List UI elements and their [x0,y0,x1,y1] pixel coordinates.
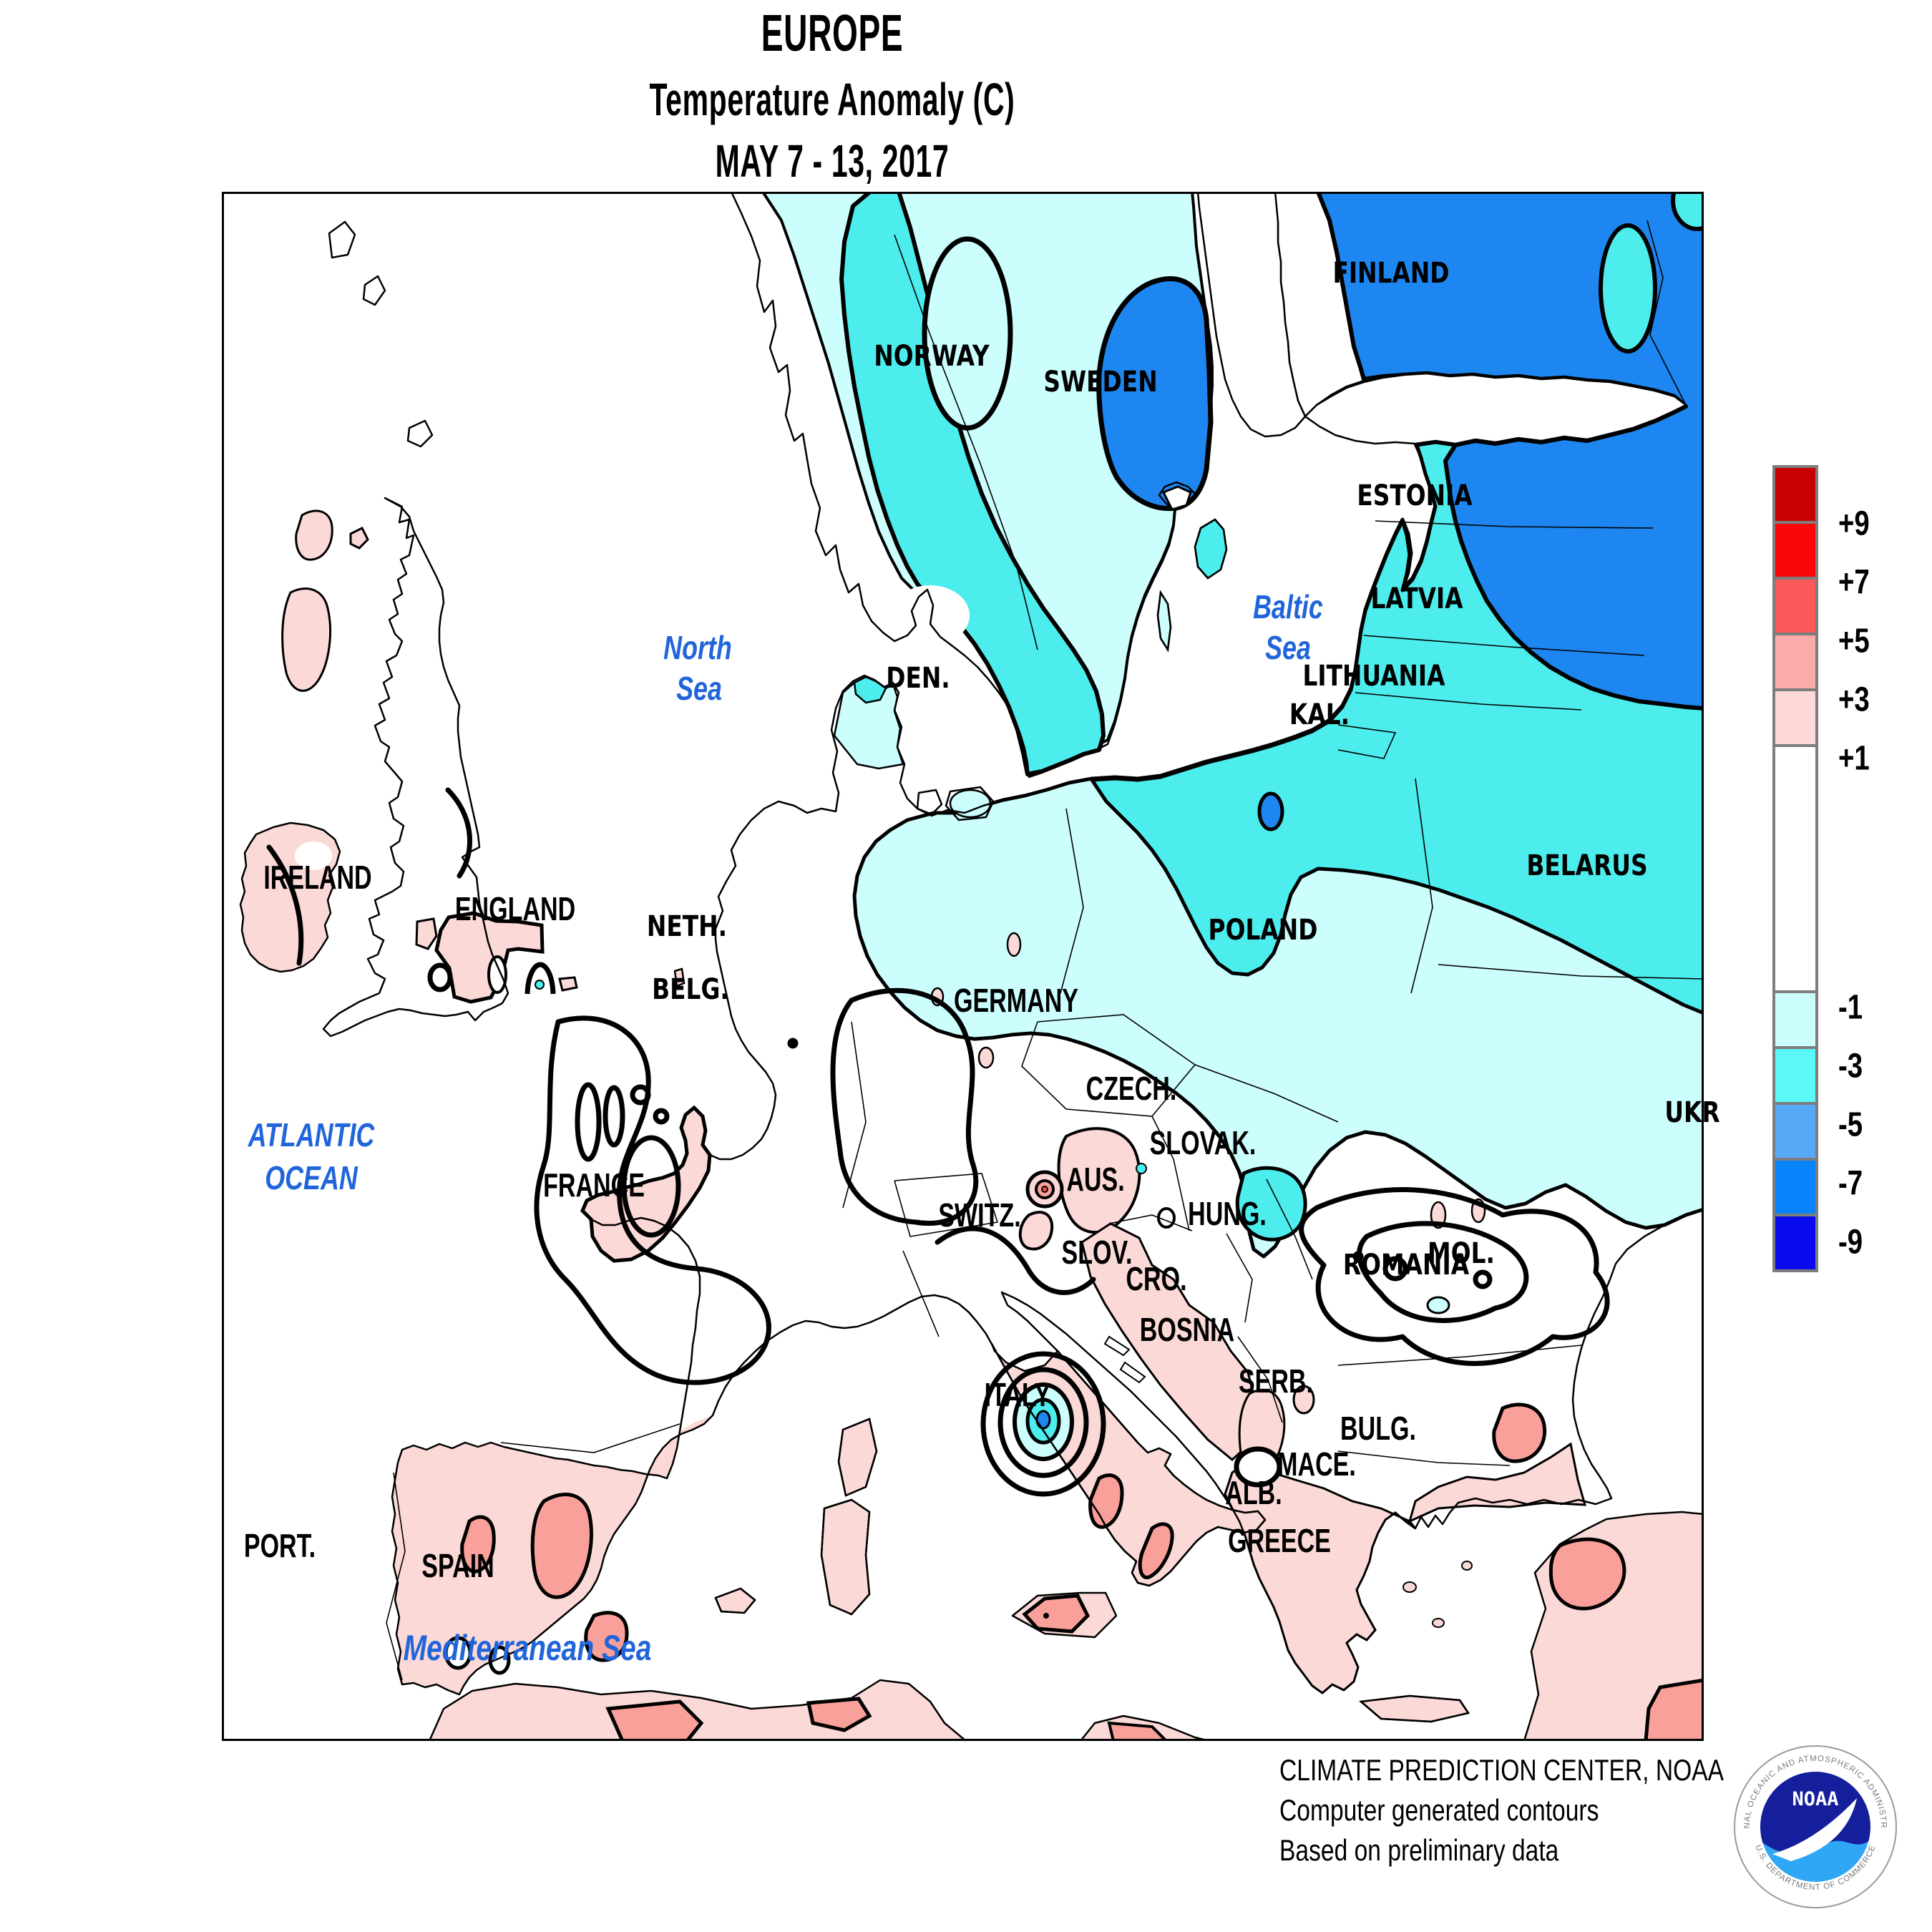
legend-color-box-6 [1772,990,1818,1049]
legend-label-+1: +1 [1838,739,1870,778]
credit-line-1: CLIMATE PREDICTION CENTER, NOAA [1279,1753,1724,1787]
legend-label--7: -7 [1838,1164,1863,1203]
legend-color-box-5 [1772,744,1818,993]
legend-label--1: -1 [1838,988,1863,1027]
legend-label--5: -5 [1838,1106,1863,1144]
legend-label-+5: +5 [1838,622,1870,660]
page-subtitle: Temperature Anomaly (C) [649,74,1015,125]
legend-color-box-9 [1772,1158,1818,1216]
legend-label--9: -9 [1838,1223,1863,1262]
logo-emblem [1760,1772,1870,1882]
map-canvas [222,192,1704,1741]
page-title: EUROPE [761,5,904,62]
legend-color-box-0 [1772,465,1818,524]
credits-block: CLIMATE PREDICTION CENTER, NOAA Computer… [1279,1750,1835,1870]
legend-color-box-8 [1772,1102,1818,1161]
europe-anomaly-map: NORWAY SWEDEN FINLAND ESTONIA LATVIA LITHUANI… [222,192,1720,1741]
map-border [222,192,1704,1741]
credit-line-3: Based on preliminary data [1279,1833,1559,1867]
noaa-logo: NOAA NATIONAL OCEANIC AND ATMOSPHERIC AD… [1733,1745,1898,1909]
logo-noaa-text: NOAA [1792,1788,1838,1810]
legend-label--3: -3 [1838,1047,1863,1085]
legend-label-+3: +3 [1838,680,1870,719]
page-date-range: MAY 7 - 13, 2017 [715,135,950,187]
credit-line-2: Computer generated contours [1279,1793,1599,1827]
legend-color-box-3 [1772,633,1818,691]
legend-color-box-2 [1772,577,1818,635]
legend-label-+9: +9 [1838,504,1870,543]
legend-color-box-1 [1772,521,1818,580]
anomaly-color-legend: +9 +7 +5 +3 +1 -1 -3 -5 -7 -9 [1772,465,1916,1272]
legend-color-box-4 [1772,688,1818,747]
legend-color-box-7 [1772,1046,1818,1105]
legend-color-box-10 [1772,1214,1818,1272]
legend-label-+7: +7 [1838,563,1870,602]
